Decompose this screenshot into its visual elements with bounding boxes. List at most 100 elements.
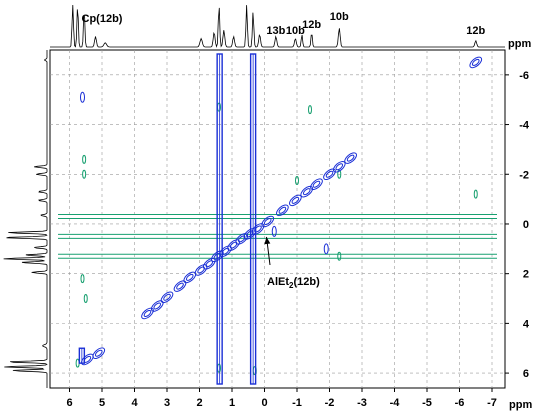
green-peak xyxy=(295,175,299,185)
blue-peak-contour xyxy=(194,264,208,276)
blue-off-diagonal-peak xyxy=(323,243,329,255)
blue-peak xyxy=(344,152,357,164)
blue-peak xyxy=(276,204,289,217)
green-contours xyxy=(58,102,497,376)
blue-peak-contour xyxy=(261,215,275,228)
y-tick-label: 2 xyxy=(523,269,529,281)
x-tick-label: 5 xyxy=(99,397,105,409)
blue-peak-contour xyxy=(141,307,154,320)
peak-label: Cp(12b) xyxy=(82,13,123,25)
blue-peak-contour xyxy=(246,230,254,238)
annotation-subscript: 2 xyxy=(289,281,294,290)
green-peak xyxy=(337,251,342,261)
annotation-label: AlEt2(12b) xyxy=(267,276,320,290)
green-peak xyxy=(83,294,88,304)
peak-label: 12b xyxy=(466,25,485,37)
x-tick-label: -2 xyxy=(325,397,335,409)
x-tick-label: -3 xyxy=(357,397,367,409)
x-tick-label: 6 xyxy=(66,397,72,409)
blue-peak-contour xyxy=(471,58,480,66)
blue-peak xyxy=(469,56,483,69)
blue-peak xyxy=(173,280,187,292)
x-tick-label: 0 xyxy=(261,397,267,409)
green-peak xyxy=(82,169,87,179)
blue-peak-contour xyxy=(153,302,162,310)
blue-peak-contour xyxy=(185,273,194,281)
blue-peak-contour xyxy=(160,291,174,304)
x-axis: 6 5 4 3 2 1 0 -1 -2 -3 -4 -5 -6 -7 xyxy=(66,388,497,409)
blue-peak-contour xyxy=(229,241,238,249)
blue-peak-contour xyxy=(312,180,321,188)
top-projection-trace xyxy=(50,4,505,48)
blue-peak xyxy=(92,347,106,359)
blue-peak xyxy=(323,168,336,181)
x-tick-label: -5 xyxy=(422,397,432,409)
green-peak xyxy=(308,105,312,115)
blue-peak-contour xyxy=(197,266,205,274)
blue-peak-contour xyxy=(176,282,184,290)
x-tick-label: -4 xyxy=(390,397,401,409)
y-tick-label: 0 xyxy=(523,219,529,231)
x-axis-unit: ppm xyxy=(509,399,532,411)
y-tick-label: -2 xyxy=(519,169,529,181)
x-tick-label: 4 xyxy=(131,397,138,409)
x-tick-label: 3 xyxy=(164,397,170,409)
peak-label: 10b xyxy=(330,11,349,23)
left-projection-trace xyxy=(3,50,48,388)
blue-peak xyxy=(227,239,240,251)
annotation-main: AlEt xyxy=(267,276,289,288)
green-peak xyxy=(80,274,85,284)
blue-peak-contour xyxy=(254,225,262,233)
green-peak xyxy=(337,169,342,179)
blue-peak-contour xyxy=(346,154,355,162)
blue-peak-contour xyxy=(291,196,300,204)
blue-off-diagonal-peak xyxy=(80,91,85,103)
left-1d-projection xyxy=(3,50,48,388)
blue-peak-contour xyxy=(227,239,240,251)
blue-peak-contour xyxy=(213,252,222,260)
blue-off-diagonal-peak xyxy=(271,225,277,237)
blue-peak-contour xyxy=(221,247,230,255)
x-tick-label: 1 xyxy=(229,397,235,409)
blue-peak-contour xyxy=(92,347,106,359)
blue-peak-contour xyxy=(344,152,357,164)
blue-peak-contour xyxy=(219,245,232,258)
blue-peak xyxy=(261,215,275,228)
blue-peak-contour xyxy=(302,188,311,196)
y-tick-label: -4 xyxy=(519,120,530,132)
blue-peak-contour xyxy=(300,185,314,198)
plot-area xyxy=(49,49,506,389)
blue-contours xyxy=(78,53,483,385)
blue-peak-contour xyxy=(163,293,171,301)
blue-peak-contour xyxy=(237,235,246,243)
blue-peak-contour xyxy=(263,217,272,225)
blue-peak xyxy=(150,300,164,312)
blue-peak xyxy=(310,178,323,190)
blue-peak xyxy=(219,245,232,258)
blue-peak xyxy=(251,223,265,235)
blue-peak-contour xyxy=(94,349,103,357)
x-tick-label: -6 xyxy=(455,397,465,409)
x-tick-label: 2 xyxy=(196,397,202,409)
blue-peak-contour xyxy=(323,168,336,181)
blue-peak-contour xyxy=(143,309,152,317)
blue-peak-contour xyxy=(251,223,265,235)
annotation-tail: (12b) xyxy=(293,276,320,288)
blue-peak xyxy=(194,264,208,276)
blue-peak-contour xyxy=(278,206,287,214)
green-peak xyxy=(82,154,87,164)
y-axis-unit: ppm xyxy=(508,38,531,50)
blue-peak-contour xyxy=(83,355,92,363)
blue-peak-contour xyxy=(469,56,483,69)
peak-label: 13b xyxy=(266,25,285,37)
blue-peak-contour xyxy=(335,163,344,171)
blue-peak-contour xyxy=(150,300,164,312)
blue-peak-contour xyxy=(325,170,334,178)
blue-peak-contour xyxy=(276,204,289,217)
top-1d-projection xyxy=(50,4,505,48)
y-axis: -6 -4 -2 0 2 4 6 xyxy=(505,70,530,380)
peak-label: 12b xyxy=(302,19,321,31)
green-peak xyxy=(473,189,478,199)
